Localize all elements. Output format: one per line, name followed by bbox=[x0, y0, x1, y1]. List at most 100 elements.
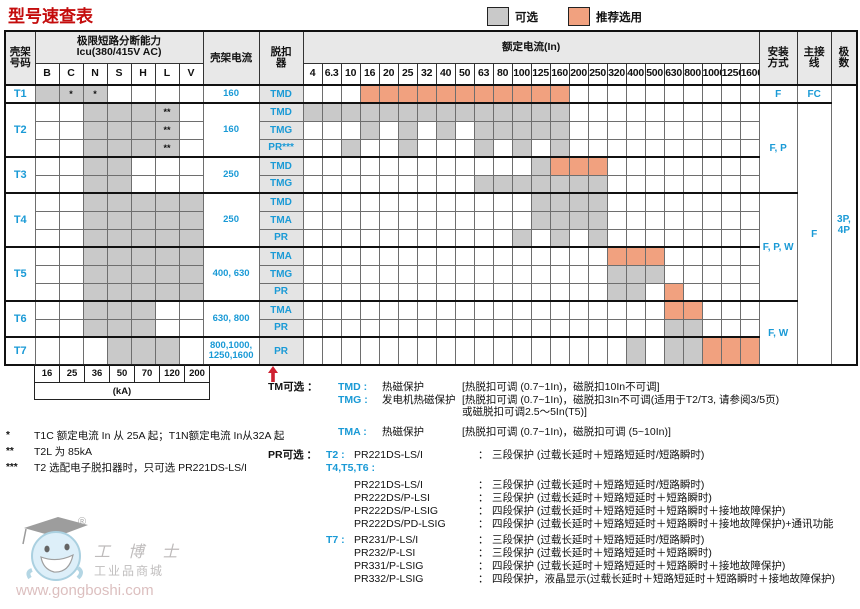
in-cell-20 bbox=[378, 318, 399, 338]
in-cell-630 bbox=[663, 138, 684, 158]
in-cell-16 bbox=[359, 156, 380, 176]
icu-cell-V bbox=[178, 246, 204, 266]
in-cell-320 bbox=[606, 102, 627, 122]
in-cell-630 bbox=[663, 120, 684, 140]
in-tick-630: 630 bbox=[663, 62, 684, 86]
in-tick-1250: 1250 bbox=[720, 62, 741, 86]
icu-cell-S bbox=[106, 120, 132, 140]
in-cell-320 bbox=[606, 300, 627, 320]
in-cell-20 bbox=[378, 336, 399, 366]
icu-value-cell: 16 bbox=[34, 364, 60, 383]
icu-cell-S bbox=[106, 102, 132, 122]
in-cell-1000 bbox=[701, 318, 722, 338]
in-cell-80 bbox=[492, 84, 513, 104]
in-cell-125 bbox=[530, 336, 551, 366]
tm-code: TMA : bbox=[338, 425, 367, 438]
pr-model: PR221DS-LS/I bbox=[354, 449, 423, 461]
in-cell-500 bbox=[644, 156, 665, 176]
in-cell-50 bbox=[454, 264, 475, 284]
in-cell-32 bbox=[416, 210, 437, 230]
in-cell-200 bbox=[568, 192, 589, 212]
icu-cell-B bbox=[34, 282, 60, 302]
table-row-T2-PR***: ** PR*** bbox=[5, 138, 857, 158]
in-tick-1000: 1000 bbox=[701, 62, 722, 86]
in-cell-320 bbox=[606, 84, 627, 104]
watermark-url: www.gongboshi.com bbox=[16, 582, 154, 599]
icu-cell-C bbox=[58, 174, 84, 194]
in-cell-63 bbox=[473, 174, 494, 194]
in-cell-160 bbox=[549, 210, 570, 230]
in-cell-400 bbox=[625, 120, 646, 140]
icu-cell-C bbox=[58, 120, 84, 140]
tm-options-section: TM可选 ： TMD : 热磁保护 [热脱扣可调 (0.7~1In)，磁脱扣10In不… bbox=[268, 381, 856, 438]
in-cell-630 bbox=[663, 300, 684, 320]
in-tick-1600: 1600 bbox=[739, 62, 760, 86]
in-cell-16 bbox=[359, 300, 380, 320]
icu-cell-B bbox=[34, 156, 60, 176]
in-cell-32 bbox=[416, 192, 437, 212]
pr-colon: ： bbox=[478, 505, 489, 517]
in-cell-32 bbox=[416, 102, 437, 122]
icu-cell-N bbox=[82, 282, 108, 302]
in-cell-200 bbox=[568, 246, 589, 266]
in-cell-100 bbox=[511, 156, 532, 176]
footnote-text: T2 选配电子脱扣器时，只可选 PR221DS-LS/I bbox=[34, 462, 247, 474]
in-cell-25 bbox=[397, 84, 418, 104]
in-cell-50 bbox=[454, 156, 475, 176]
in-cell-500 bbox=[644, 300, 665, 320]
icu-cell-V bbox=[178, 264, 204, 284]
in-cell-125 bbox=[530, 246, 551, 266]
in-tick-320: 320 bbox=[606, 62, 627, 86]
page-title: 型号速查表 bbox=[8, 7, 93, 26]
icu-cell-H bbox=[130, 84, 156, 104]
icu-cell-V bbox=[178, 102, 204, 122]
in-cell-50 bbox=[454, 84, 475, 104]
icu-cell-L bbox=[154, 174, 180, 194]
install-cell: F, W bbox=[758, 300, 798, 366]
install-cell: F, P bbox=[758, 102, 798, 194]
in-cell-320 bbox=[606, 174, 627, 194]
in-cell-250 bbox=[587, 102, 608, 122]
in-cell-6.3 bbox=[321, 210, 342, 230]
in-cell-100 bbox=[511, 84, 532, 104]
in-cell-400 bbox=[625, 336, 646, 366]
icu-cell-B bbox=[34, 246, 60, 266]
in-cell-1000 bbox=[701, 246, 722, 266]
in-cell-20 bbox=[378, 138, 399, 158]
in-cell-125 bbox=[530, 264, 551, 284]
icu-col-N: N bbox=[82, 62, 108, 86]
icu-cell-C bbox=[58, 228, 84, 248]
in-cell-63 bbox=[473, 210, 494, 230]
icu-cell-V bbox=[178, 192, 204, 212]
icu-cell-S bbox=[106, 246, 132, 266]
in-cell-100 bbox=[511, 282, 532, 302]
in-cell-1250 bbox=[720, 84, 741, 104]
pr-frames: T2 : bbox=[326, 449, 345, 461]
install-cell: F, P, W bbox=[758, 192, 798, 302]
tm-desc: [热脱扣可调 (0.7~1In)，磁脱扣10In不可调] bbox=[462, 381, 660, 393]
trip-cell: PR bbox=[258, 336, 304, 366]
footnote-marker: *** bbox=[6, 462, 18, 473]
icu-value-cell: 70 bbox=[134, 364, 160, 383]
pr-model: PR221DS-LS/I bbox=[354, 479, 423, 491]
frame-cell-T5: T5 bbox=[4, 246, 36, 302]
in-cell-200 bbox=[568, 102, 589, 122]
pr-frames bbox=[326, 492, 354, 505]
in-cell-125 bbox=[530, 210, 551, 230]
in-cell-800 bbox=[682, 102, 703, 122]
in-cell-160 bbox=[549, 138, 570, 158]
pr-desc: 四段保护 (过载长延时＋短路短延时＋短路瞬时＋接地故障保护) bbox=[492, 560, 786, 572]
in-cell-16 bbox=[359, 192, 380, 212]
icu-cell-C: * bbox=[58, 84, 84, 104]
icu-cell-L bbox=[154, 156, 180, 176]
in-cell-1000 bbox=[701, 282, 722, 302]
in-cell-16 bbox=[359, 84, 380, 104]
in-cell-400 bbox=[625, 174, 646, 194]
in-cell-4 bbox=[302, 174, 323, 194]
in-cell-1250 bbox=[720, 282, 741, 302]
table-row-T5-PR: PR bbox=[5, 282, 857, 302]
in-cell-80 bbox=[492, 336, 513, 366]
pr-options-label bbox=[268, 547, 326, 560]
in-cell-800 bbox=[682, 156, 703, 176]
